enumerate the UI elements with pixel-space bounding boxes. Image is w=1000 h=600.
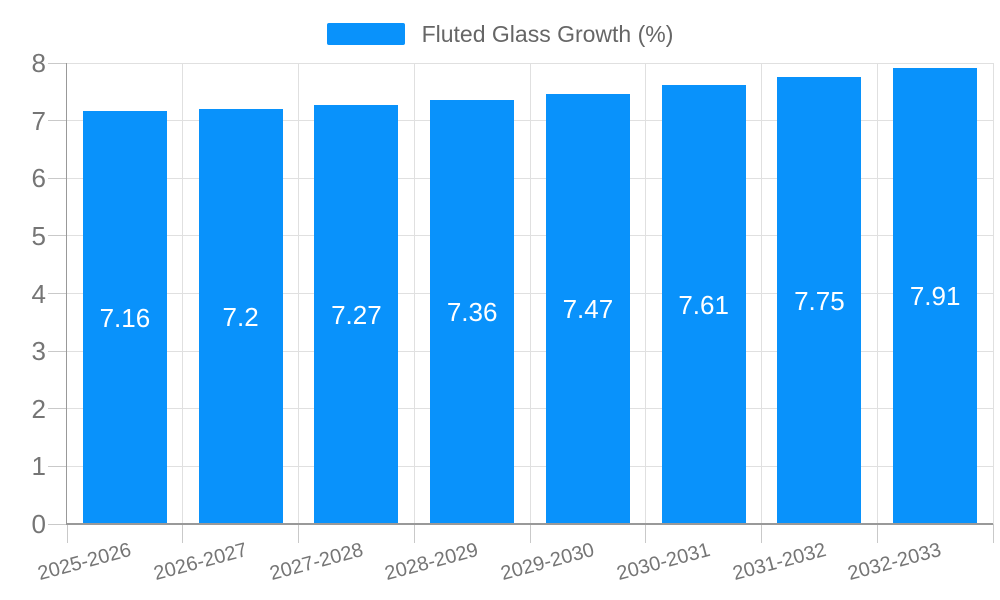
bar[interactable] <box>198 109 283 524</box>
bar[interactable] <box>545 93 630 524</box>
x-axis-tick-label: 2032-2033 <box>845 538 945 585</box>
y-axis-tick <box>48 350 67 352</box>
x-axis-tick <box>761 524 762 543</box>
x-axis-tick <box>298 524 299 543</box>
y-axis-tick <box>48 235 67 237</box>
x-axis-tick <box>645 524 647 543</box>
y-axis-tick-label: 1 <box>31 451 46 482</box>
gridline-vertical <box>645 63 647 524</box>
x-axis-line <box>65 522 993 525</box>
legend-swatch <box>326 23 405 45</box>
y-axis-tick-label: 3 <box>31 336 46 367</box>
gridline-vertical <box>761 63 762 524</box>
y-axis-tick <box>48 465 67 467</box>
bar-value-label: 7.61 <box>678 289 729 320</box>
legend-label: Fluted Glass Growth (%) <box>421 21 674 47</box>
bar[interactable] <box>82 111 167 524</box>
y-axis-tick-label: 6 <box>31 163 46 194</box>
y-axis-tick-label: 8 <box>31 48 46 78</box>
bar-value-label: 7.75 <box>794 285 845 316</box>
y-axis-tick <box>48 177 67 179</box>
x-axis-tick-label: 2030-2031 <box>614 538 713 585</box>
gridline-vertical <box>413 63 415 524</box>
x-axis-tick <box>413 524 415 543</box>
x-axis-tick <box>992 524 994 543</box>
y-axis-tick-label: 2 <box>31 393 46 424</box>
bar-value-label: 7.2 <box>222 301 259 332</box>
bar[interactable] <box>430 99 515 524</box>
y-axis-tick <box>48 62 67 64</box>
bar[interactable] <box>777 77 862 524</box>
chart-legend[interactable]: Fluted Glass Growth (%) <box>0 21 1000 47</box>
gridline-vertical <box>529 63 531 524</box>
bar[interactable] <box>661 85 746 524</box>
y-axis-tick <box>48 408 67 410</box>
bar-value-label: 7.47 <box>562 293 614 324</box>
y-axis-tick-label: 5 <box>31 220 46 251</box>
x-axis-tick-label: 2031-2032 <box>730 538 829 585</box>
gridline-vertical <box>876 63 878 524</box>
bar[interactable] <box>893 68 978 524</box>
x-axis-tick <box>66 524 68 543</box>
x-axis-tick <box>876 524 878 543</box>
y-axis-tick <box>48 523 67 525</box>
y-axis-tick-label: 7 <box>31 105 46 136</box>
bar[interactable] <box>314 105 399 524</box>
y-axis-tick-label: 4 <box>31 278 46 309</box>
x-axis-tick <box>529 524 531 543</box>
x-axis-tick-label: 2028-2029 <box>382 538 482 585</box>
x-axis-tick-label: 2029-2030 <box>498 538 597 585</box>
y-axis-line <box>65 63 67 524</box>
bar-value-label: 7.27 <box>331 299 382 330</box>
bar-value-label: 7.16 <box>99 302 151 333</box>
y-axis-tick <box>48 120 67 122</box>
y-axis-tick <box>48 293 67 294</box>
gridline-vertical <box>182 63 184 524</box>
y-axis-tick-label: 0 <box>31 509 46 539</box>
bar-value-label: 7.91 <box>909 281 961 312</box>
x-axis-tick-label: 2025-2026 <box>35 538 134 585</box>
gridline-vertical <box>992 63 994 524</box>
x-axis-tick-label: 2026-2027 <box>151 538 250 585</box>
x-axis-tick-label: 2027-2028 <box>267 538 366 585</box>
gridline-vertical <box>298 63 299 524</box>
bar-value-label: 7.36 <box>446 296 498 327</box>
x-axis-tick <box>182 524 184 543</box>
